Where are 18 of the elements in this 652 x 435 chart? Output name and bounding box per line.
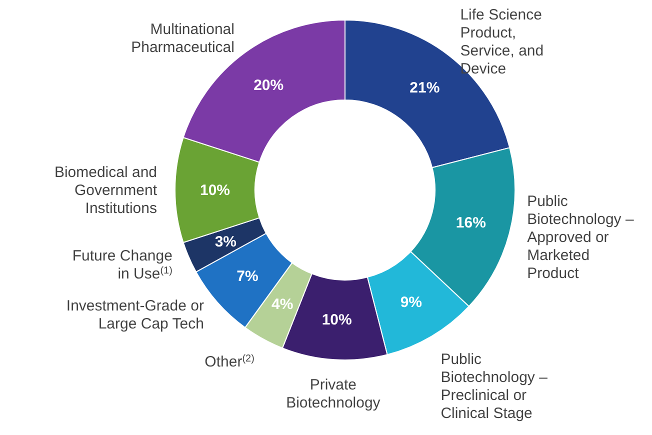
data-label: 21% <box>410 79 440 96</box>
slice-label: Private Biotechnology <box>286 376 381 412</box>
slice-label: Life Science Product, Service, and Device <box>460 6 544 78</box>
slice-label: Future Change in Use$^{(1)}$ <box>72 248 172 283</box>
data-label: 7% <box>236 268 258 285</box>
slice-label: Multinational Pharmaceutical <box>131 20 234 56</box>
data-label: 4% <box>272 296 294 313</box>
data-label: 10% <box>322 312 352 329</box>
slice-label: Biomedical and Government Institutions <box>54 164 158 217</box>
slice-label: Investment-Grade or Large Cap Tech <box>66 297 204 332</box>
slice-label: Public Biotechnology – Preclinical or Clinical Stage <box>440 350 548 422</box>
data-label: 20% <box>254 76 284 94</box>
slice-label: Other$^{(2)}$ <box>204 353 254 371</box>
data-label: 3% <box>214 234 237 251</box>
data-label: 16% <box>456 214 486 232</box>
data-label: 10% <box>200 182 230 199</box>
data-label: 9% <box>400 294 422 311</box>
slice-label: Public Biotechnology – Approved or Marketed Product <box>527 192 634 282</box>
